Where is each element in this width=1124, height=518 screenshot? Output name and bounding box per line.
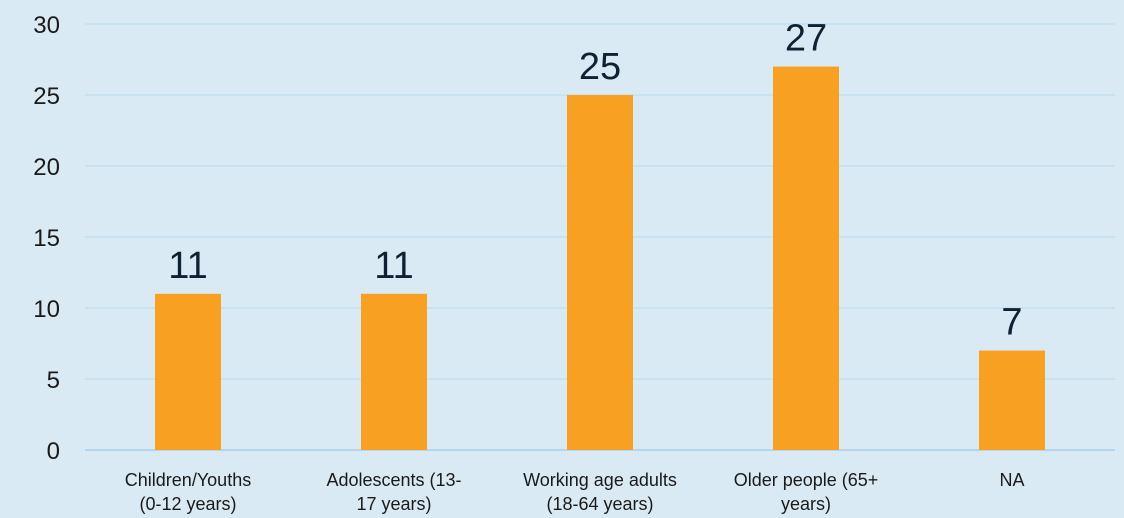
x-category-label: years) <box>781 494 831 514</box>
bar <box>155 293 221 450</box>
data-label: 7 <box>1001 302 1022 344</box>
x-category-label: Children/Youths <box>125 470 251 490</box>
y-tick-label: 0 <box>47 438 60 465</box>
y-axis-tick-labels: 0 5 10 15 20 25 30 <box>33 12 60 465</box>
data-label: 11 <box>168 245 207 287</box>
y-tick-label: 25 <box>33 83 60 110</box>
x-category-label: (18-64 years) <box>546 494 653 514</box>
bar <box>361 293 427 450</box>
y-tick-label: 20 <box>33 154 60 181</box>
y-tick-label: 5 <box>47 367 60 394</box>
data-labels: 11 11 25 27 7 <box>168 18 1022 344</box>
x-category-label: Adolescents (13- <box>326 470 461 490</box>
data-label: 27 <box>785 18 827 60</box>
y-tick-label: 15 <box>33 225 60 252</box>
y-tick-label: 10 <box>33 296 60 323</box>
bars <box>155 66 1045 450</box>
x-category-label: Older people (65+ <box>734 470 879 490</box>
x-axis-category-labels: Children/Youths (0-12 years) Adolescents (… <box>125 470 1025 514</box>
x-category-label: 17 years) <box>356 494 431 514</box>
data-label: 25 <box>579 46 621 88</box>
x-category-label: Working age adults <box>523 470 677 490</box>
bar <box>773 66 839 450</box>
x-category-label: NA <box>999 470 1024 490</box>
x-category-label: (0-12 years) <box>139 494 236 514</box>
y-tick-label: 30 <box>33 12 60 39</box>
bar <box>979 350 1045 450</box>
data-label: 11 <box>374 245 413 287</box>
bar <box>567 95 633 450</box>
